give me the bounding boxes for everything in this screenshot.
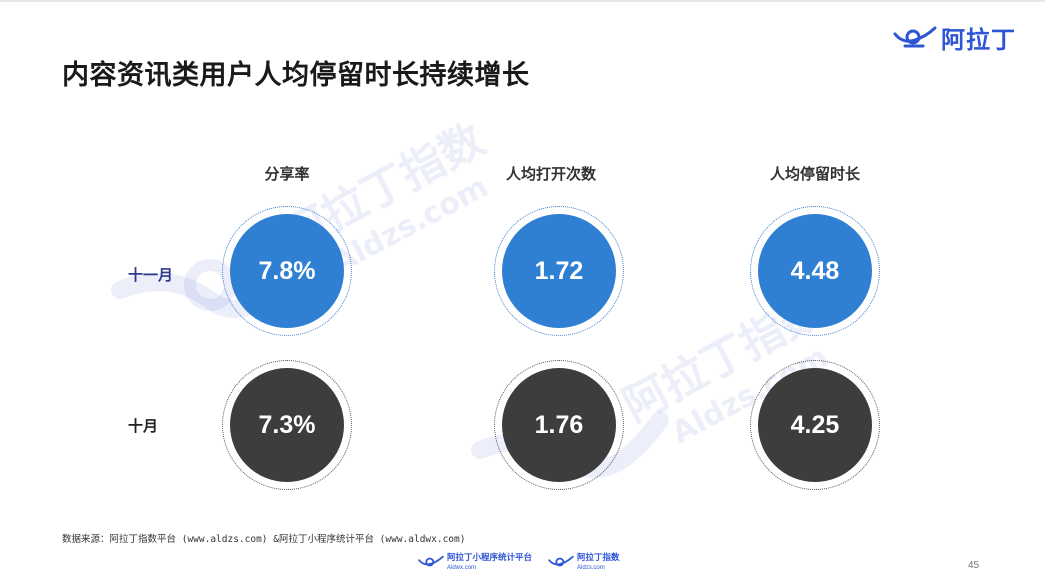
- brand-logo: 阿拉丁: [893, 22, 1016, 54]
- metric-value: 7.3%: [230, 368, 344, 482]
- page-title: 内容资讯类用户人均停留时长持续增长: [62, 60, 530, 91]
- page-number: 45: [968, 560, 980, 571]
- footer-logo-aldwx: 阿拉丁小程序统计平台 Aldwx.com: [418, 554, 532, 571]
- row-label-november: 十一月: [128, 266, 174, 284]
- brand-name: 阿拉丁: [941, 25, 1016, 54]
- footer-logo-name: 阿拉丁小程序统计平台: [447, 553, 533, 563]
- metric-value: 4.25: [758, 368, 872, 482]
- row-label-october: 十月: [128, 417, 159, 435]
- metric-value: 4.48: [758, 214, 872, 328]
- column-header-duration-per-user: 人均停留时长: [769, 165, 860, 183]
- aladdin-lamp-icon: [548, 556, 574, 567]
- footer-logo-name: 阿拉丁指数: [577, 553, 620, 563]
- footer-logo-aldzs: 阿拉丁指数 Aldzs.com: [548, 554, 620, 571]
- column-header-share-rate: 分享率: [264, 165, 310, 183]
- footer-logos: 阿拉丁小程序统计平台 Aldwx.com 阿拉丁指数 Aldzs.com: [418, 554, 620, 571]
- aladdin-lamp-icon: [893, 26, 937, 48]
- footer-logo-url: Aldwx.com: [447, 564, 477, 571]
- data-source-note: 数据来源：阿拉丁指数平台 (www.aldzs.com) &阿拉丁小程序统计平台…: [62, 534, 466, 545]
- footer-logo-url: Aldzs.com: [577, 564, 605, 571]
- metric-value: 1.72: [502, 214, 616, 328]
- metric-circle: 4.48: [750, 206, 880, 336]
- metric-circle: 1.72: [494, 206, 624, 336]
- metric-circle: 1.76: [494, 360, 624, 490]
- metric-circle: 7.3%: [222, 360, 352, 490]
- metric-value: 1.76: [502, 368, 616, 482]
- column-header-opens-per-user: 人均打开次数: [505, 165, 596, 183]
- aladdin-lamp-icon: [418, 556, 444, 567]
- metric-circle: 4.25: [750, 360, 880, 490]
- top-rule: [0, 0, 1045, 2]
- metric-circle: 7.8%: [222, 206, 352, 336]
- metric-value: 7.8%: [230, 214, 344, 328]
